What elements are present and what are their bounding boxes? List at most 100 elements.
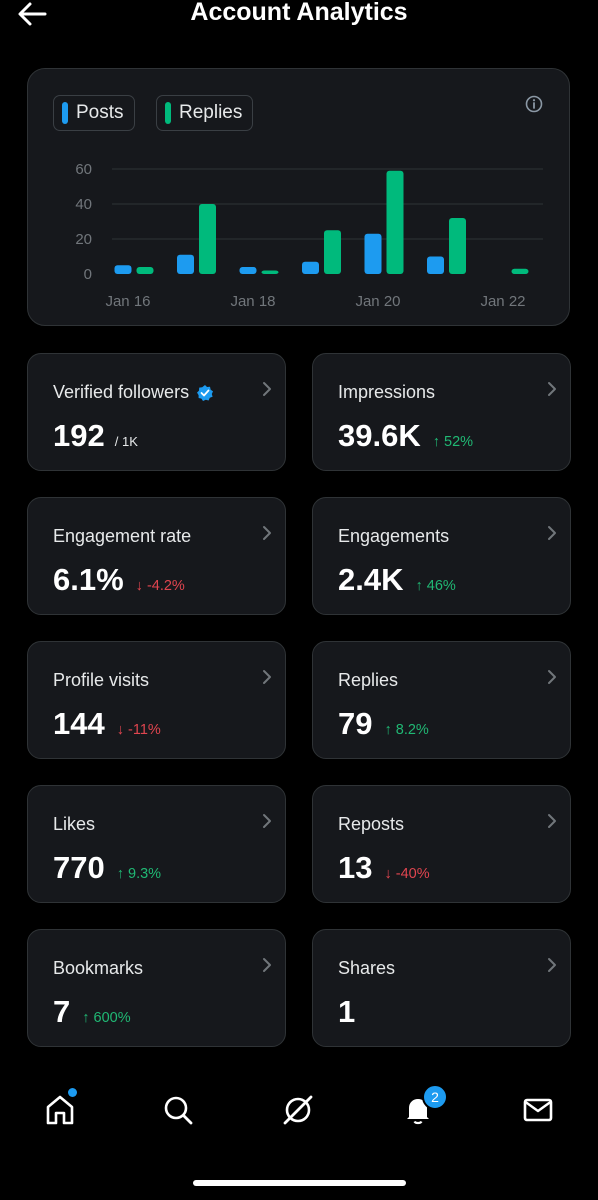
header: Account Analytics [0, 0, 598, 40]
bar-replies-jan-17[interactable] [199, 204, 216, 274]
stat-card-shares[interactable]: Shares 1 [312, 929, 571, 1047]
bar-posts-jan-21[interactable] [427, 256, 444, 275]
home-badge-dot [68, 1088, 77, 1097]
stat-value: 1 [338, 994, 355, 1030]
stat-sub: / 1K [114, 434, 138, 449]
bar-posts-jan-18[interactable] [239, 267, 257, 274]
page-title: Account Analytics [190, 0, 408, 26]
chevron-right-icon [546, 380, 558, 403]
home-icon [46, 1095, 74, 1125]
stat-value-text: 7 [53, 994, 71, 1029]
stat-value: 192 / 1K [53, 418, 138, 460]
legend-replies-label: Replies [179, 102, 243, 123]
stat-card-bookmarks[interactable]: Bookmarks 7 ↑ 600% [27, 929, 286, 1047]
stat-card-reposts[interactable]: Reposts 13 ↓ -40% [312, 785, 571, 903]
stat-label-text: Replies [338, 670, 399, 690]
stat-change: ↑ 52% [432, 434, 474, 450]
stat-value: 7 ↑ 600% [53, 994, 131, 1036]
messages-icon [523, 1098, 553, 1122]
stat-value: 13 ↓ -40% [338, 850, 430, 892]
stat-value-text: 144 [53, 706, 105, 741]
bar-posts-jan-19[interactable] [302, 261, 319, 274]
stat-label: Reposts [338, 814, 404, 835]
nav-notifications[interactable]: 2 [398, 1084, 448, 1130]
stat-change: ↓ -40% [384, 866, 430, 882]
stat-value: 39.6K ↑ 52% [338, 418, 473, 460]
stat-change: ↑ 600% [82, 1010, 131, 1026]
stat-value-text: 79 [338, 706, 373, 741]
verified-badge-icon [197, 384, 214, 401]
bar-replies-jan-18[interactable] [261, 270, 279, 275]
stat-label-text: Engagements [338, 526, 450, 546]
stat-label-text: Verified followers [53, 382, 190, 402]
stat-value-text: 1 [338, 994, 356, 1029]
stat-label: Verified followers [53, 382, 214, 403]
chevron-right-icon [261, 956, 273, 979]
stat-label: Engagement rate [53, 526, 191, 547]
nav-messages[interactable] [518, 1090, 558, 1130]
back-button[interactable] [14, 0, 50, 30]
y-tick-label: 20 [75, 231, 92, 248]
activity-chart-card: Posts Replies 0 20 40 60 Jan 16 Jan 18 Jan 20 J… [27, 68, 570, 326]
stat-label: Shares [338, 958, 395, 979]
stat-card-verified-followers[interactable]: Verified followers 192 / 1K [27, 353, 286, 471]
nav-search[interactable] [158, 1090, 198, 1130]
bar-posts-jan-16[interactable] [114, 265, 132, 274]
stat-value: 6.1% ↓ -4.2% [53, 562, 185, 604]
stat-card-likes[interactable]: Likes 770 ↑ 9.3% [27, 785, 286, 903]
replies-swatch [165, 102, 171, 124]
stat-value-text: 2.4K [338, 562, 404, 597]
x-tick-label: Jan 18 [230, 293, 275, 310]
stat-change: ↓ -11% [116, 722, 161, 738]
chevron-right-icon [261, 524, 273, 547]
info-icon[interactable] [525, 95, 543, 118]
stat-value-text: 13 [338, 850, 373, 885]
bar-replies-jan-21[interactable] [449, 218, 466, 274]
nav-grok[interactable] [278, 1090, 318, 1130]
stat-card-engagements[interactable]: Engagements 2.4K ↑ 46% [312, 497, 571, 615]
stat-card-engagement-rate[interactable]: Engagement rate 6.1% ↓ -4.2% [27, 497, 286, 615]
back-arrow-icon [18, 2, 47, 26]
posts-swatch [62, 102, 68, 124]
stat-card-profile-visits[interactable]: Profile visits 144 ↓ -11% [27, 641, 286, 759]
stat-card-replies[interactable]: Replies 79 ↑ 8.2% [312, 641, 571, 759]
y-tick-label: 40 [75, 196, 92, 213]
chevron-right-icon [546, 812, 558, 835]
stat-change: ↑ 9.3% [116, 866, 162, 882]
stat-label: Engagements [338, 526, 449, 547]
stat-label-text: Shares [338, 958, 396, 978]
chevron-right-icon [261, 812, 273, 835]
stat-value: 144 ↓ -11% [53, 706, 161, 748]
stat-value: 2.4K ↑ 46% [338, 562, 456, 604]
stat-card-impressions[interactable]: Impressions 39.6K ↑ 52% [312, 353, 571, 471]
x-tick-label: Jan 20 [355, 293, 400, 310]
bar-posts-jan-17[interactable] [177, 254, 194, 274]
bar-replies-jan-16[interactable] [136, 267, 154, 274]
chevron-right-icon [546, 524, 558, 547]
bar-replies-jan-20[interactable] [386, 170, 404, 274]
stat-label-text: Impressions [338, 382, 436, 402]
bar-replies-jan-22[interactable] [511, 268, 529, 274]
stat-label: Replies [338, 670, 398, 691]
nav-home[interactable] [40, 1088, 80, 1130]
stat-value-text: 6.1% [53, 562, 124, 597]
bar-replies-jan-19[interactable] [324, 230, 341, 274]
stat-label: Profile visits [53, 670, 149, 691]
x-tick-label: Jan 16 [105, 293, 150, 310]
x-tick-label: Jan 22 [480, 293, 525, 310]
bottom-nav: 2 [0, 1080, 598, 1140]
stat-value-text: 192 [53, 418, 105, 453]
stat-label-text: Bookmarks [53, 958, 144, 978]
home-indicator [193, 1180, 406, 1186]
stat-label: Impressions [338, 382, 435, 403]
notifications-badge: 2 [422, 1084, 448, 1110]
stat-label-text: Likes [53, 814, 96, 834]
stat-value-text: 770 [53, 850, 105, 885]
bar-chart: 0 20 40 60 Jan 16 Jan 18 Jan 20 Jan 22 [75, 161, 543, 310]
chevron-right-icon [261, 668, 273, 691]
legend-posts[interactable]: Posts [53, 95, 135, 131]
y-tick-label: 0 [84, 266, 92, 283]
legend-replies[interactable]: Replies [156, 95, 254, 131]
stat-label-text: Profile visits [53, 670, 150, 690]
bar-posts-jan-20[interactable] [364, 233, 382, 274]
